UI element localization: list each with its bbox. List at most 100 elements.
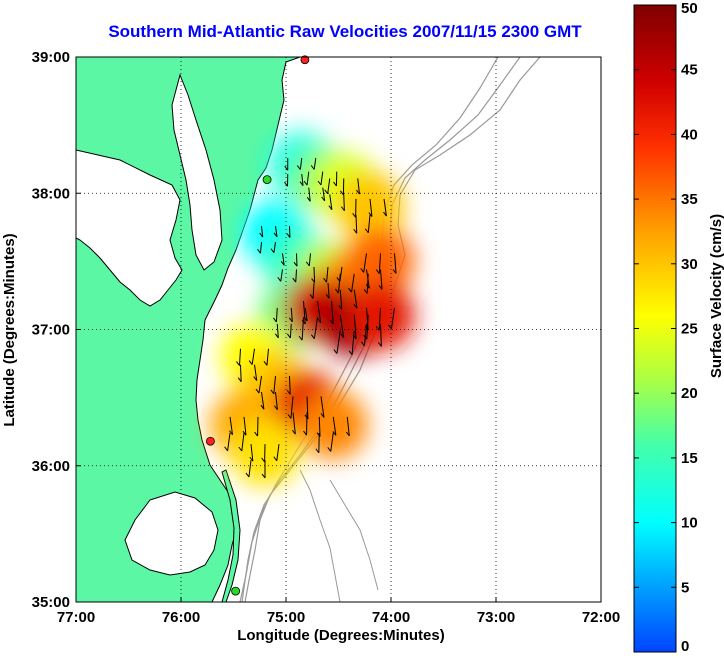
velocity-arrowhead xyxy=(335,288,339,294)
velocity-arrow xyxy=(266,348,269,366)
grid-lines xyxy=(76,57,601,602)
velocity-arrowhead xyxy=(353,228,358,234)
velocity-arrowhead xyxy=(270,248,275,254)
velocity-arrowhead xyxy=(274,405,278,410)
velocity-arrow xyxy=(366,269,370,289)
velocity-arrowhead xyxy=(311,278,316,283)
velocity-arrowhead xyxy=(309,294,314,299)
velocity-arrowhead xyxy=(238,446,243,452)
velocity-arrow xyxy=(254,364,258,381)
velocity-arrowhead xyxy=(361,341,365,347)
velocity-arrow xyxy=(248,460,252,477)
velocity-arrowhead xyxy=(365,284,370,289)
station-marker xyxy=(205,436,215,446)
velocity-arrow xyxy=(299,157,303,170)
velocity-arrowhead xyxy=(287,333,291,339)
velocity-arrowhead xyxy=(236,361,240,366)
velocity-arrow xyxy=(366,307,369,331)
velocity-arrowhead xyxy=(248,360,253,365)
velocity-arrow xyxy=(261,391,265,410)
velocity-arrowhead xyxy=(242,430,247,436)
velocity-arrow xyxy=(303,301,306,324)
velocity-arrow xyxy=(312,282,315,299)
x-tick-label: 76:00 xyxy=(162,609,200,626)
velocity-arrow xyxy=(320,396,325,418)
velocity-arrow xyxy=(243,416,247,436)
velocity-arrow xyxy=(369,198,373,217)
colorbar-tick-label: 25 xyxy=(681,321,698,338)
velocity-arrow xyxy=(378,253,381,274)
velocity-arrowhead xyxy=(296,165,301,170)
velocity-arrow xyxy=(261,226,264,238)
velocity-arrow xyxy=(351,330,355,355)
velocity-arrow xyxy=(336,330,341,354)
colorbar-tick-label: 50 xyxy=(681,0,698,17)
x-tick-label: 74:00 xyxy=(372,609,410,626)
velocity-arrowhead xyxy=(280,261,285,266)
velocity-arrow xyxy=(313,266,316,283)
velocity-arrow xyxy=(339,314,345,338)
station-markers xyxy=(205,55,310,596)
colorbar-tick-label: 20 xyxy=(681,385,698,402)
velocity-arrowhead xyxy=(378,285,383,290)
y-tick-label: 39:00 xyxy=(32,49,70,66)
velocity-arrowhead xyxy=(333,349,338,354)
velocity-arrowhead xyxy=(260,404,265,410)
velocity-arrow xyxy=(227,432,231,451)
velocity-arrowhead xyxy=(388,324,392,330)
velocity-arrowhead xyxy=(293,261,298,267)
velocity-arrowhead xyxy=(287,414,292,419)
velocity-arrowhead xyxy=(249,456,254,462)
velocity-arrow xyxy=(390,307,395,329)
colorbar-tick-label: 15 xyxy=(681,450,698,467)
velocity-arrowhead xyxy=(286,390,291,395)
velocity-arrowhead xyxy=(261,473,266,479)
velocity-arrowhead xyxy=(306,196,311,202)
velocity-arrowhead xyxy=(324,189,329,195)
velocity-arrowhead xyxy=(364,325,369,331)
velocity-arrow xyxy=(318,416,321,437)
velocity-arrow xyxy=(317,300,322,323)
velocity-arrowhead xyxy=(345,431,350,437)
velocity-arrowhead xyxy=(368,212,373,217)
velocity-arrow xyxy=(289,323,292,339)
chart-title: Southern Mid-Atlantic Raw Velocities 200… xyxy=(108,22,582,41)
velocity-arrowhead xyxy=(305,261,310,267)
velocity-arrow xyxy=(363,323,367,346)
velocity-arrow xyxy=(326,266,329,283)
velocity-arrow xyxy=(289,375,291,395)
velocity-arrowhead xyxy=(340,190,344,196)
x-axis-ticks: 77:00 76:00 75:00 74:00 73:00 72:00 xyxy=(57,597,620,626)
velocity-arrowhead xyxy=(383,211,387,217)
velocity-arrowhead xyxy=(257,248,261,254)
colorbar-ticks: 0 5 10 15 20 25 30 35 40 45 50 xyxy=(634,0,698,655)
velocity-arrow xyxy=(250,444,254,462)
velocity-arrowhead xyxy=(263,360,268,366)
velocity-arrowhead xyxy=(310,334,315,339)
velocity-arrow xyxy=(351,273,355,293)
velocity-arrow xyxy=(383,198,387,217)
velocity-arrow xyxy=(280,269,283,282)
x-tick-label: 73:00 xyxy=(477,609,515,626)
velocity-arrow xyxy=(339,289,343,310)
velocity-cell xyxy=(336,172,404,241)
velocity-arrowhead xyxy=(323,277,327,283)
velocity-arrowhead xyxy=(317,318,322,323)
x-tick-label: 75:00 xyxy=(267,609,305,626)
colorbar-tick-label: 5 xyxy=(681,579,689,596)
velocity-arrow xyxy=(331,301,334,324)
velocity-arrow xyxy=(306,171,310,186)
velocity-arrow xyxy=(380,323,382,347)
velocity-arrow xyxy=(322,187,326,201)
velocity-arrow xyxy=(306,396,309,420)
velocity-arrowhead xyxy=(315,448,320,454)
velocity-arrow xyxy=(378,307,381,331)
velocity-arrow xyxy=(320,171,324,186)
velocity-arrow xyxy=(301,317,304,341)
velocity-arrowhead xyxy=(286,233,291,238)
velocity-arrow xyxy=(329,194,333,210)
velocity-arrowhead xyxy=(328,205,333,210)
velocity-arrow xyxy=(241,432,245,452)
y-tick-label: 35:00 xyxy=(32,594,70,611)
